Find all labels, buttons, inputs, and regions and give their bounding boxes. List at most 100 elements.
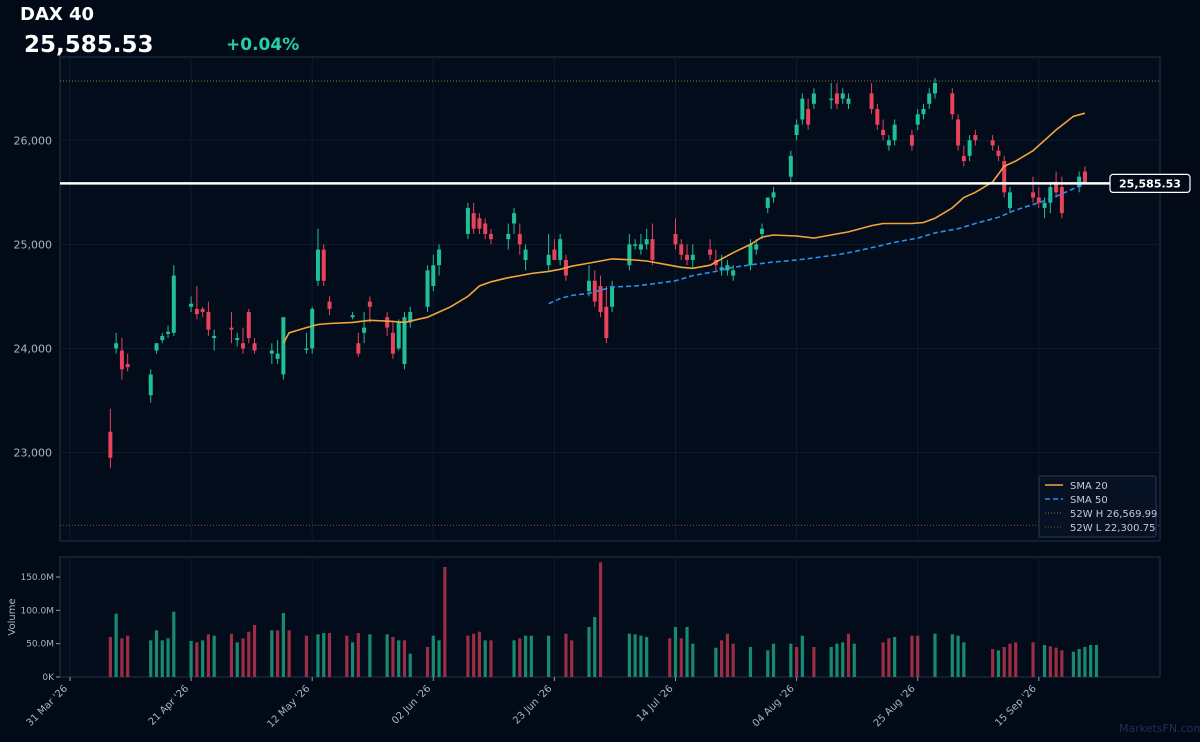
legend-label: SMA 20 <box>1070 481 1108 492</box>
volume-bar-up <box>437 640 441 677</box>
candle-up <box>719 267 724 271</box>
volume-bar-up <box>212 635 216 677</box>
candle-down <box>252 343 257 351</box>
volume-bar-down <box>720 640 724 677</box>
volume-bar-up <box>512 640 516 677</box>
volume-bar-down <box>477 631 482 677</box>
candle-down <box>604 306 609 339</box>
volume-bar-up <box>593 617 597 677</box>
volume-bar-down <box>1014 642 1018 677</box>
candle-up <box>160 335 165 341</box>
volume-tick-label: 50.0M <box>26 640 54 650</box>
candle-up <box>731 270 736 276</box>
volume-bar-down <box>731 643 735 677</box>
candle-up <box>1077 176 1082 188</box>
volume-bar-up <box>523 635 528 677</box>
price-change: +0.04% <box>226 35 300 55</box>
candle-up <box>829 98 834 101</box>
candle-down <box>206 312 211 330</box>
candle-up <box>927 93 932 104</box>
volume-bar-up <box>950 634 954 677</box>
volume-bar-down <box>991 649 995 677</box>
candle-up <box>748 244 753 266</box>
volume-bar-down <box>126 635 130 677</box>
volume-bars <box>108 562 1099 677</box>
volume-bar-up <box>893 637 897 677</box>
candle-up <box>281 317 286 375</box>
candle-up <box>725 265 730 271</box>
candle-down <box>385 317 390 328</box>
candle-up <box>431 265 436 286</box>
volume-bar-down <box>252 625 257 677</box>
candle-up <box>396 322 401 349</box>
candle-down <box>321 249 326 281</box>
volume-bar-down <box>489 640 493 677</box>
candle-up <box>408 312 413 323</box>
volume-bar-up <box>714 647 718 677</box>
volume-bar-down <box>916 635 920 677</box>
volume-bar-down <box>812 647 816 677</box>
volume-bar-up <box>852 643 856 677</box>
candle-down <box>229 327 234 330</box>
candle-down <box>869 93 874 110</box>
volume-bar-up <box>235 642 239 677</box>
candle-down <box>881 129 886 136</box>
volume-bar-up <box>841 642 845 677</box>
volume-bar-up <box>322 633 326 677</box>
candle-down <box>119 350 124 370</box>
volume-bar-up <box>1089 645 1093 677</box>
sma20-line <box>282 112 1086 344</box>
volume-bar-down <box>241 638 245 677</box>
volume-bar-up <box>483 640 487 677</box>
candle-down <box>1036 197 1041 203</box>
volume-bar-up <box>789 643 793 677</box>
candle-down <box>1031 192 1036 198</box>
volume-bar-up <box>160 640 164 677</box>
volume-bar-up <box>691 643 695 677</box>
volume-bar-up <box>408 653 412 677</box>
candle-down <box>1082 171 1087 183</box>
candle-up <box>304 348 309 350</box>
candle-up <box>546 254 551 266</box>
candle-down <box>471 213 476 229</box>
candle-up <box>171 275 176 333</box>
volume-bar-up <box>547 635 551 677</box>
volume-bar-up <box>529 635 533 677</box>
candle-down <box>356 343 361 354</box>
volume-bar-down <box>195 642 199 677</box>
candle-down <box>950 93 955 115</box>
candles <box>108 77 1087 469</box>
volume-bar-down <box>570 640 574 677</box>
candle-up <box>765 197 770 208</box>
candle-up <box>610 285 615 307</box>
volume-tick-label: 0K <box>42 673 55 683</box>
legend-label: 52W H 26,569.99 <box>1070 509 1157 520</box>
candle-down <box>200 308 205 313</box>
volume-bar-down <box>564 633 568 677</box>
volume-bar-down <box>472 633 476 677</box>
volume-bar-down <box>598 562 603 677</box>
candle-down <box>1054 181 1059 193</box>
volume-bar-down <box>120 638 124 677</box>
x-tick-label: 04 Aug '26 <box>751 683 797 729</box>
volume-bar-down <box>402 640 407 677</box>
candle-up <box>967 140 972 156</box>
candle-up <box>114 343 119 349</box>
candle-up <box>362 327 367 333</box>
volume-bar-down <box>229 633 234 677</box>
candle-down <box>517 233 522 245</box>
candle-down <box>708 249 713 255</box>
candle-up <box>788 155 793 177</box>
chart-title: DAX 40 <box>20 4 95 25</box>
volume-bar-up <box>645 637 649 677</box>
last-price-label: 25,585.53 <box>1119 177 1181 190</box>
volume-bar-up <box>771 643 776 677</box>
volume-bar-up <box>627 633 631 677</box>
volume-bar-up <box>1083 647 1087 677</box>
x-tick-label: 31 Mar '26 <box>25 683 71 729</box>
candle-down <box>875 109 880 125</box>
candle-down <box>679 244 684 255</box>
candle-up <box>633 244 638 246</box>
volume-bar-up <box>587 627 591 677</box>
